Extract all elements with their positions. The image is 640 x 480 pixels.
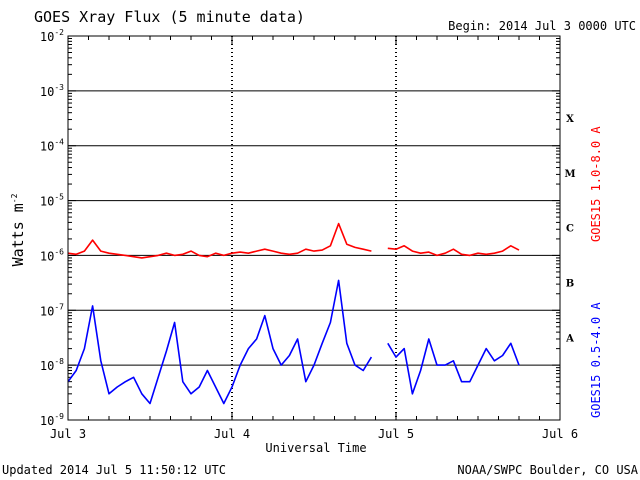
svg-text:Watts m-2: Watts m-2 (9, 193, 27, 266)
updated-timestamp: Updated 2014 Jul 5 11:50:12 UTC (2, 463, 226, 477)
x-axis-ticks: Jul 3 Jul 4 Jul 5 Jul 6 (50, 36, 578, 441)
begin-time: Begin: 2014 Jul 3 0000 UTC (448, 19, 636, 33)
y-tick-base: 10 (40, 140, 54, 154)
legend-series-short: GOES15 0.5-4.0 A (589, 302, 603, 418)
y-axis-ticks: 10-210-310-410-510-610-710-810-9 (40, 28, 560, 428)
flare-class-label: X (566, 114, 574, 125)
y-tick-exp: -5 (54, 193, 64, 202)
y-tick-label: 10-6 (40, 247, 64, 263)
y-axis-label-text: Watts m (9, 203, 27, 266)
flare-class-labels: X M C B A (564, 114, 575, 344)
x-tick-label: Jul 3 (50, 427, 86, 441)
y-tick-base: 10 (40, 85, 54, 99)
y-tick-exp: -2 (54, 28, 64, 37)
x-tick-label: Jul 5 (378, 427, 414, 441)
y-tick-base: 10 (40, 195, 54, 209)
y-tick-label: 10-8 (40, 357, 64, 373)
credit: NOAA/SWPC Boulder, CO USA (457, 463, 638, 477)
chart-title: GOES Xray Flux (5 minute data) (34, 8, 305, 26)
y-tick-label: 10-9 (40, 412, 64, 428)
y-tick-label: 10-4 (40, 138, 64, 154)
flare-class-label: C (566, 224, 574, 235)
series-line-long (387, 245, 520, 257)
flare-class-label: M (564, 169, 575, 180)
y-tick-base: 10 (40, 304, 54, 318)
y-tick-exp: -9 (54, 412, 64, 421)
y-axis-label: Watts m-2 (9, 193, 27, 266)
plot-frame (67, 35, 561, 421)
y-axis-label-sup: -2 (10, 193, 19, 203)
y-tick-label: 10-3 (40, 83, 64, 99)
y-tick-exp: -6 (54, 247, 64, 256)
y-tick-label: 10-7 (40, 302, 64, 318)
y-tick-exp: -3 (54, 83, 64, 92)
grid (68, 36, 560, 420)
x-axis-label: Universal Time (265, 441, 366, 455)
flare-class-label: B (566, 279, 574, 290)
y-tick-exp: -8 (54, 357, 64, 366)
flare-class-label: A (565, 333, 574, 344)
legend-series-long: GOES15 1.0-8.0 A (589, 126, 603, 242)
x-tick-label: Jul 4 (214, 427, 250, 441)
y-tick-base: 10 (40, 359, 54, 373)
y-tick-base: 10 (40, 414, 54, 428)
y-tick-base: 10 (40, 249, 54, 263)
series-line-short (387, 338, 520, 395)
x-tick-label: Jul 6 (542, 427, 578, 441)
y-tick-label: 10-5 (40, 193, 64, 209)
series-line-short (67, 279, 373, 405)
y-tick-exp: -7 (54, 302, 64, 311)
y-tick-label: 10-2 (40, 28, 64, 44)
y-tick-exp: -4 (54, 138, 64, 147)
series-group (67, 222, 520, 405)
y-tick-base: 10 (40, 30, 54, 44)
series-line-long (67, 222, 372, 259)
